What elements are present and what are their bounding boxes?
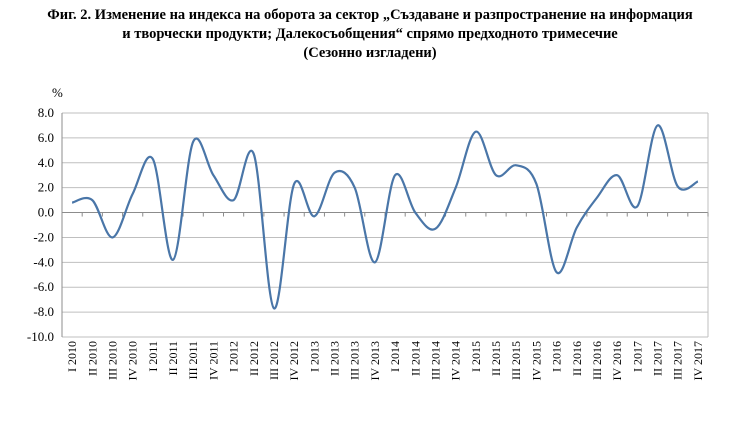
- series-line-0: [71, 124, 699, 310]
- x-tick-label: IV 2013: [368, 341, 382, 380]
- x-tick-label: I 2011: [146, 341, 160, 372]
- x-tick-label: I 2010: [65, 341, 79, 372]
- x-tick-label: III 2016: [590, 341, 604, 380]
- x-tick-label: II 2011: [166, 341, 180, 376]
- x-tick-label: III 2015: [509, 341, 523, 380]
- x-tick-label: I 2012: [227, 341, 241, 372]
- x-tick-label: IV 2011: [206, 341, 220, 380]
- x-tick-label: II 2015: [489, 341, 503, 376]
- y-tick-label: -10.0: [27, 329, 54, 344]
- chart-title: Фиг. 2. Изменение на индекса на оборота …: [0, 6, 740, 63]
- chart-title-line-1: Фиг. 2. Изменение на индекса на оборота …: [47, 7, 693, 23]
- x-tick-label: I 2014: [388, 341, 402, 372]
- chart-title-line-2: и творчески продукти; Далекосъобщения“ с…: [122, 26, 618, 42]
- x-tick-label: III 2014: [428, 341, 442, 380]
- x-tick-label: I 2015: [469, 341, 483, 372]
- y-tick-label: 2.0: [38, 180, 54, 195]
- chart-title-line-3: (Сезонно изгладени): [303, 45, 437, 61]
- x-tick-label: IV 2012: [287, 341, 301, 380]
- y-axis-unit-label: %: [52, 85, 63, 100]
- x-tick-label: III 2017: [671, 341, 685, 380]
- y-tick-label: 4.0: [38, 155, 54, 170]
- x-tick-label: II 2017: [651, 341, 665, 376]
- y-tick-label: -6.0: [33, 279, 54, 294]
- y-tick-label: -4.0: [33, 254, 54, 269]
- x-tick-label: III 2012: [267, 341, 281, 380]
- y-tick-label: 0.0: [38, 205, 54, 220]
- x-tick-label: III 2013: [348, 341, 362, 380]
- x-tick-label: IV 2017: [691, 341, 705, 380]
- y-tick-label: -2.0: [33, 229, 54, 244]
- x-tick-label: II 2013: [328, 341, 342, 376]
- y-tick-label: 8.0: [38, 105, 54, 120]
- x-tick-label: II 2010: [85, 341, 99, 376]
- x-tick-label: II 2012: [247, 341, 261, 376]
- x-tick-label: II 2016: [570, 341, 584, 376]
- x-tick-label: IV 2014: [449, 341, 463, 380]
- x-tick-label: IV 2016: [610, 341, 624, 380]
- x-tick-label: III 2010: [105, 341, 119, 380]
- x-tick-label: IV 2010: [126, 341, 140, 380]
- y-tick-label: -8.0: [33, 304, 54, 319]
- x-tick-label: II 2014: [408, 341, 422, 376]
- y-tick-label: 6.0: [38, 130, 54, 145]
- x-tick-label: I 2016: [550, 341, 564, 372]
- x-tick-label: I 2013: [307, 341, 321, 372]
- x-tick-label: I 2017: [630, 341, 644, 372]
- x-tick-label: IV 2015: [529, 341, 543, 380]
- x-tick-label: III 2011: [186, 341, 200, 380]
